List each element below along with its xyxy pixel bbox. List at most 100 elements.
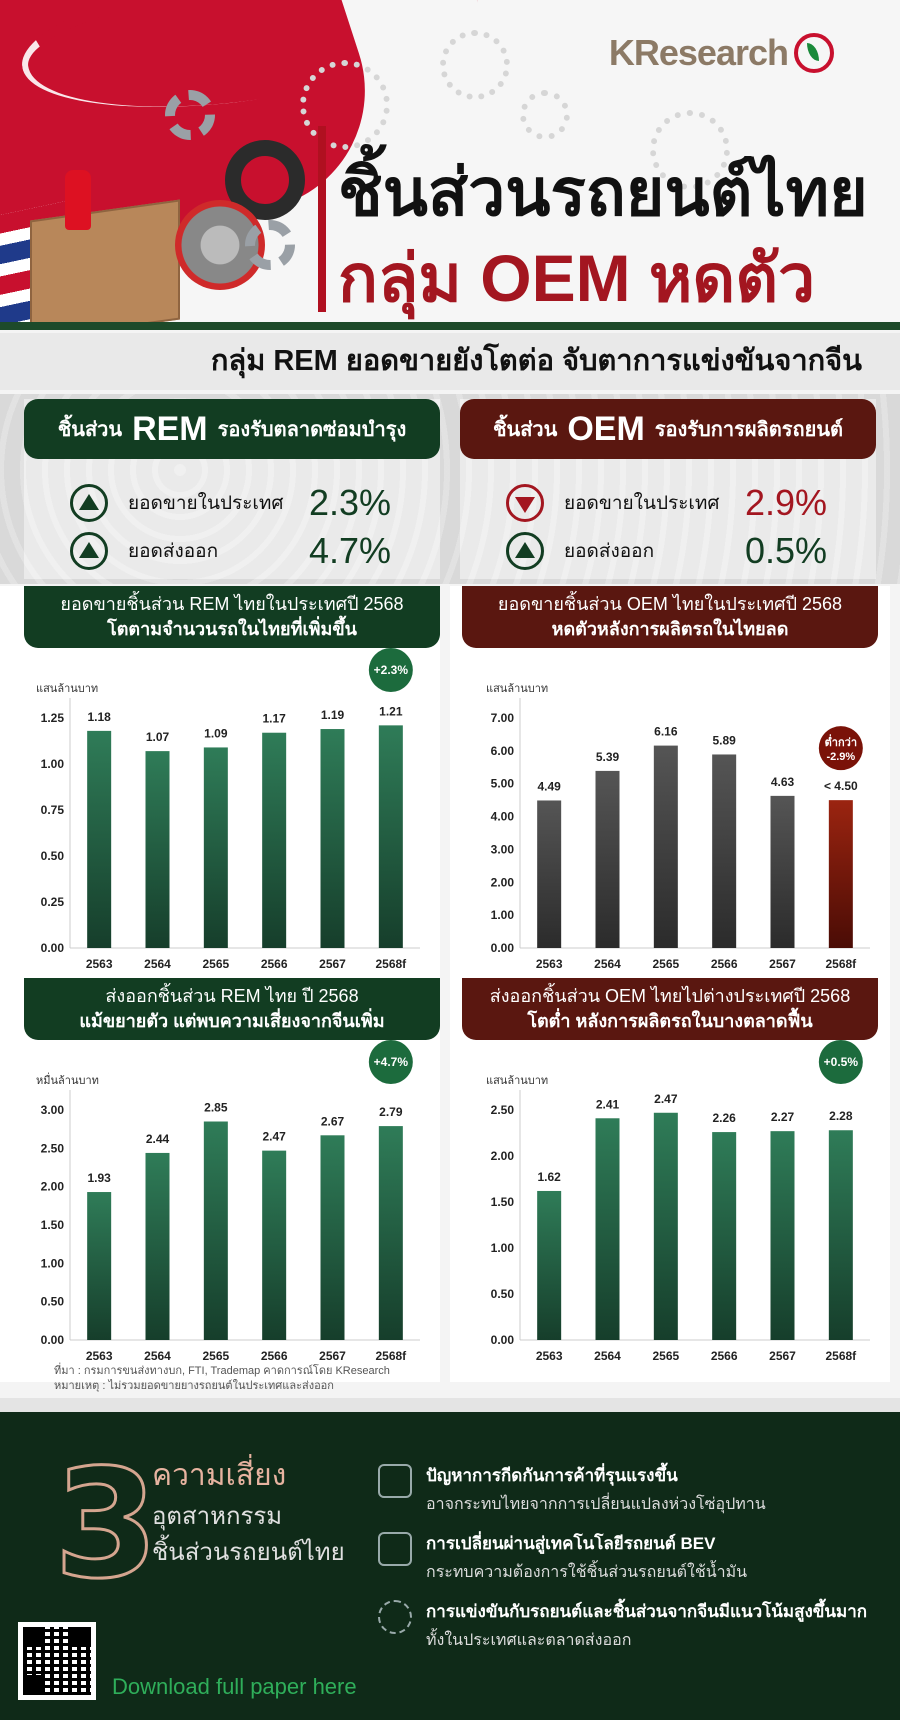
background-gear-icon (440, 30, 510, 100)
bar-value-label: 2.47 (262, 1130, 286, 1144)
x-tick-label: 2563 (536, 1349, 563, 1363)
y-tick-label: 2.50 (491, 1103, 515, 1117)
y-axis-title: แสนล้านบาท (486, 1075, 548, 1087)
bar-value-label: 2.85 (204, 1101, 228, 1115)
bar (145, 1152, 170, 1340)
bar (537, 1190, 562, 1340)
oem-panel-header: ชิ้นส่วน OEM รองรับการผลิตรถยนต์ (460, 399, 876, 459)
y-axis-title: แสนล้านบาท (486, 683, 548, 695)
rem-export-chart-card: ส่งออกชิ้นส่วน REM ไทย ปี 2568 แม้ขยายตั… (0, 978, 440, 1382)
bar-value-label: 1.09 (204, 726, 228, 740)
y-tick-label: 0.00 (491, 1333, 515, 1347)
download-link[interactable]: Download full paper here (112, 1674, 357, 1699)
bar (262, 732, 287, 948)
summary-section: ชิ้นส่วน REM รองรับตลาดซ่อมบำรุง ยอดขายใ… (0, 394, 900, 584)
bar-value-label: 4.63 (771, 775, 795, 789)
kbank-leaf-icon (794, 33, 834, 73)
risk-title: ความเสี่ยง (152, 1459, 287, 1492)
metric-label: ยอดขายในประเทศ (128, 493, 284, 514)
y-tick-label: 3.00 (41, 1103, 65, 1117)
risk-item: การเปลี่ยนผ่านสู่เทคโนโลยีรถยนต์ BEV กระ… (378, 1530, 878, 1585)
metric-label: ยอดขายในประเทศ (564, 493, 720, 514)
ev-car-icon (378, 1532, 412, 1566)
chart-header: ยอดขายชิ้นส่วน OEM ไทยในประเทศปี 2568 หด… (462, 586, 878, 648)
bar-value-label: 5.89 (712, 733, 736, 747)
qr-code[interactable] (18, 1622, 96, 1700)
x-tick-label: 2564 (594, 957, 621, 971)
oil-can-icon (65, 170, 91, 230)
y-tick-label: 7.00 (491, 711, 515, 725)
bar (262, 1150, 287, 1340)
y-tick-label: 2.50 (41, 1141, 65, 1155)
bar-value-label: 2.44 (146, 1132, 170, 1146)
y-tick-label: 1.00 (41, 1256, 65, 1270)
y-tick-label: 1.00 (41, 757, 65, 771)
risk-count-number: 3 (52, 1438, 159, 1612)
chart-header: ส่งออกชิ้นส่วน OEM ไทยไปต่างประเทศปี 256… (462, 978, 878, 1040)
rem-label: REM (132, 409, 208, 448)
risk-heading: การแข่งขันกับรถยนต์และชิ้นส่วนจากจีนมีแน… (426, 1602, 868, 1621)
chart-header: ยอดขายชิ้นส่วน REM ไทยในประเทศปี 2568 โต… (24, 586, 440, 648)
x-tick-label: 2565 (652, 1349, 679, 1363)
chart-title-line2: หดตัวหลังการผลิตรถในไทยลด (551, 619, 789, 639)
bar (595, 1118, 620, 1340)
y-tick-label: 1.25 (41, 711, 65, 725)
x-tick-label: 2568f (375, 957, 407, 971)
badge-value: +2.3% (374, 663, 409, 677)
x-tick-label: 2563 (86, 1349, 113, 1363)
risk-item: ปัญหาการกีดกันการค้าที่รุนแรงขึ้น อาจกระ… (378, 1462, 878, 1517)
page-title-line2: กลุ่ม OEM หดตัว (338, 241, 816, 315)
y-tick-label: 3.00 (491, 842, 515, 856)
background-gear-icon (300, 60, 390, 150)
x-tick-label: 2564 (144, 957, 171, 971)
source-line: ที่มา : กรมการขนส่งทางบก, FTI, Trademap … (54, 1365, 390, 1377)
bar-value-label: 1.21 (379, 704, 403, 718)
x-tick-label: 2567 (319, 957, 346, 971)
y-tick-label: 0.75 (41, 803, 65, 817)
y-tick-label: 1.00 (491, 908, 515, 922)
risk-subtitle: ชิ้นส่วนรถยนต์ไทย (152, 1539, 345, 1566)
bar-value-label: 1.93 (87, 1171, 111, 1185)
divider (0, 322, 900, 330)
y-tick-label: 0.25 (41, 895, 65, 909)
y-tick-label: 1.50 (41, 1218, 65, 1232)
bar (203, 1121, 228, 1340)
chart-title-line2: โตตามจำนวนรถในไทยที่เพิ่มขึ้น (107, 619, 357, 639)
x-tick-label: 2567 (769, 1349, 796, 1363)
gear-icon (245, 220, 295, 270)
growth-badge (818, 726, 863, 771)
bar (320, 729, 345, 948)
page-title-line1: ชิ้นส่วนรถยนต์ไทย (338, 155, 868, 229)
metric-value: 2.9% (745, 482, 828, 523)
background-gear-icon (520, 90, 570, 140)
x-tick-label: 2565 (652, 957, 679, 971)
rem-panel-header: ชิ้นส่วน REM รองรับตลาดซ่อมบำรุง (24, 399, 440, 459)
oem-summary-panel: ชิ้นส่วน OEM รองรับการผลิตรถยนต์ ยอดขายใ… (460, 399, 876, 579)
growth-badge (368, 648, 413, 692)
x-tick-label: 2566 (261, 1349, 288, 1363)
risk-footer: 3 ความเสี่ยง อุตสาหกรรม ชิ้นส่วนรถยนต์ไท… (0, 1412, 900, 1720)
bar-value-label: 4.49 (537, 779, 561, 793)
badge-prefix: ต่ำกว่า (825, 734, 857, 749)
arrow-down-icon (506, 484, 544, 522)
bar (712, 754, 737, 948)
bar (87, 1192, 112, 1340)
bar (378, 1126, 403, 1340)
subtitle-text: กลุ่ม REM ยอดขายยังโตต่อ จับตาการแข่งขัน… (210, 345, 862, 377)
title-accent-bar (318, 126, 326, 312)
bar-value-label: < 4.50 (824, 779, 858, 793)
risk-heading: ปัญหาการกีดกันการค้าที่รุนแรงขึ้น (426, 1466, 678, 1485)
logo-text: KResearch (608, 32, 789, 73)
bar-value-label: 1.07 (146, 730, 170, 744)
kresearch-logo: KResearch (609, 32, 834, 74)
gear-icon (165, 90, 215, 140)
car-parts-illustration (65, 90, 305, 290)
y-tick-label: 2.00 (491, 875, 515, 889)
chart-title-line1: ยอดขายชิ้นส่วน OEM ไทยในประเทศปี 2568 (497, 594, 843, 614)
y-tick-label: 0.50 (491, 1287, 515, 1301)
bar (378, 725, 403, 948)
oem-export-metric: ยอดส่งออก 0.5% (506, 530, 866, 571)
x-tick-label: 2566 (711, 1349, 738, 1363)
header-banner: KResearch ชิ้นส่วนรถยนต์ไทย กลุ่ม OEM หด… (0, 0, 900, 330)
bar-value-label: 2.26 (712, 1111, 736, 1125)
